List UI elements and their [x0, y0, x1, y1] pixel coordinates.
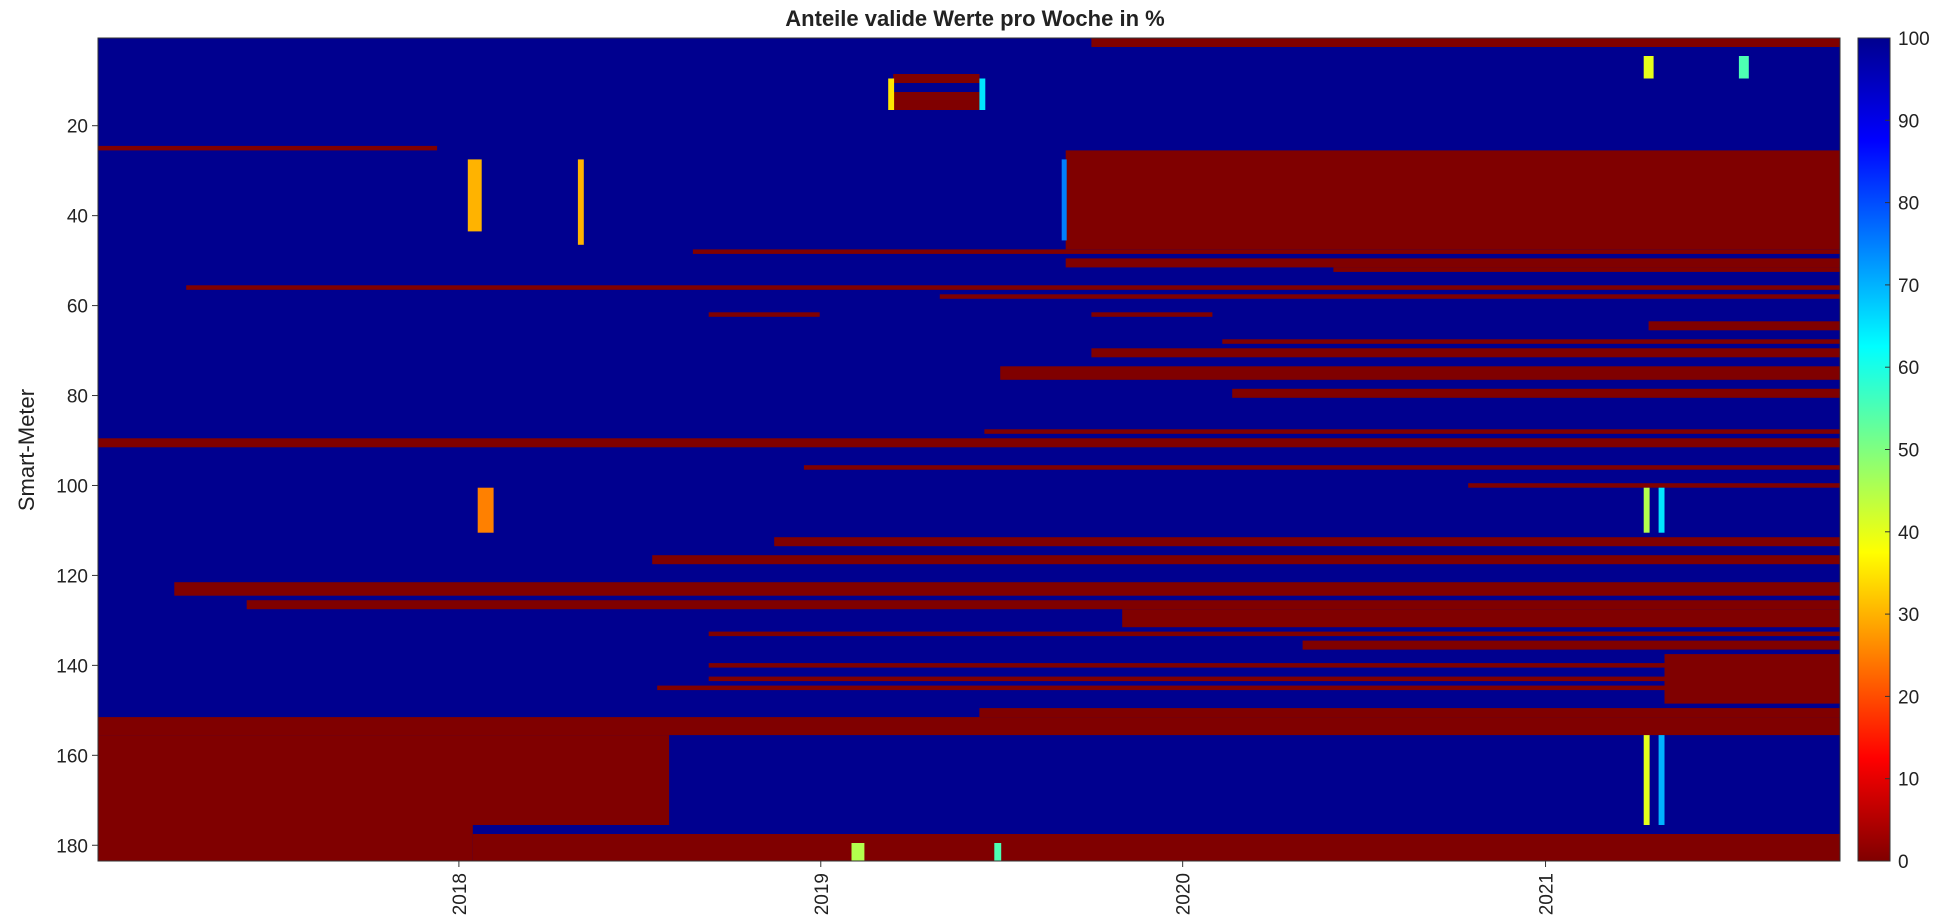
heatmap-mid-block — [1643, 56, 1654, 79]
heatmap-low-block — [1000, 366, 1840, 380]
heatmap-low-block — [708, 663, 1841, 668]
heatmap-mid-block — [851, 843, 865, 861]
x-tick-label: 2020 — [1174, 873, 1195, 915]
y-tick-label: 120 — [56, 566, 88, 587]
x-tick-label: 2018 — [450, 873, 471, 915]
heatmap-low-block — [893, 92, 980, 110]
heatmap-low-block — [1122, 609, 1840, 628]
y-tick-label: 40 — [67, 207, 88, 228]
colorbar-tick-label: 60 — [1898, 358, 1919, 379]
y-tick-label: 180 — [56, 836, 88, 857]
colorbar-tick-label: 100 — [1898, 29, 1930, 50]
heatmap-low-block — [1091, 348, 1840, 358]
heatmap-low-block — [1333, 267, 1840, 272]
heatmap-mid-block — [1658, 735, 1665, 825]
plot-frame — [97, 37, 1841, 862]
heatmap-cells — [98, 38, 1841, 861]
heatmap-low-block — [774, 537, 1841, 547]
heatmap-low-block — [1222, 339, 1840, 344]
heatmap-mid-block — [1643, 735, 1650, 825]
heatmap-low-block — [1091, 312, 1213, 317]
y-tick-label: 160 — [56, 746, 88, 767]
heatmap-low-block — [472, 834, 1840, 861]
y-tick-label: 140 — [56, 656, 88, 677]
y-axis-label: Smart-Meter — [14, 389, 39, 511]
heatmap-low-block — [1091, 38, 1840, 47]
heatmap-low-block — [246, 600, 1841, 610]
heatmap-low-block — [692, 249, 1840, 254]
heatmap-low-block — [939, 294, 1840, 299]
x-axis: 2018 2019 2020 2021 — [450, 861, 1558, 915]
heatmap-low-block — [98, 825, 473, 861]
heatmap-low-block — [1468, 483, 1840, 488]
y-tick-label: 20 — [67, 117, 88, 138]
heatmap-low-block — [1232, 388, 1840, 398]
heatmap-low-block — [708, 676, 1841, 682]
colorbar-axis: 0 10 20 30 40 50 60 70 80 90 100 — [1885, 29, 1930, 873]
heatmap-mid-block — [1658, 487, 1665, 533]
heatmap-low-block — [98, 145, 438, 151]
y-tick-label: 80 — [67, 387, 88, 408]
heatmap-low-block — [893, 74, 980, 83]
heatmap-mid-block — [1738, 56, 1749, 79]
heatmap-low-block — [708, 312, 820, 317]
heatmap-low-block — [1065, 258, 1840, 268]
colorbar-tick-label: 50 — [1898, 441, 1919, 462]
x-tick-label: 2019 — [812, 873, 833, 915]
y-axis: 20 40 60 80 100 120 140 160 180 — [56, 117, 98, 857]
heatmap-mid-block — [979, 78, 986, 110]
heatmap-low-block — [186, 285, 1841, 290]
colorbar-tick-label: 0 — [1898, 852, 1909, 873]
heatmap-low-block — [652, 555, 1841, 565]
heatmap-low-block — [98, 735, 670, 825]
heatmap-low-block — [1648, 321, 1840, 331]
heatmap-mid-block — [994, 843, 1002, 861]
colorbar-tick-label: 30 — [1898, 605, 1919, 626]
heatmap-low-block — [1065, 150, 1840, 250]
colorbar-tick-label: 80 — [1898, 194, 1919, 215]
heatmap-low-block — [708, 631, 1841, 637]
heatmap-low-block — [1302, 640, 1840, 650]
heatmap-low-block — [98, 717, 1840, 736]
colorbar-tick-label: 20 — [1898, 687, 1919, 708]
heatmap-mid-block — [888, 78, 895, 110]
y-tick-label: 60 — [67, 297, 88, 318]
heatmap-low-block — [657, 685, 1841, 691]
colorbar-tick-label: 10 — [1898, 770, 1919, 791]
heatmap-mid-block — [1061, 159, 1067, 241]
heatmap-low-block — [984, 429, 1840, 434]
heatmap-low-block — [98, 438, 1840, 448]
heatmap-low-block — [803, 465, 1840, 470]
colorbar-tick-label: 90 — [1898, 111, 1919, 132]
heatmap-mid-block — [577, 159, 584, 245]
heatmap-mid-block — [467, 159, 482, 232]
x-tick-label: 2021 — [1537, 873, 1558, 915]
heatmap-mid-block — [477, 487, 494, 533]
colorbar-tick-label: 70 — [1898, 276, 1919, 297]
heatmap-mid-block — [1643, 487, 1650, 533]
y-tick-label: 100 — [56, 476, 88, 497]
chart-title: Anteile valide Werte pro Woche in % — [785, 6, 1164, 31]
heatmap-low-block — [174, 582, 1840, 596]
heatmap-low-block — [979, 708, 1840, 718]
colorbar — [1857, 37, 1891, 862]
colorbar-tick-label: 40 — [1898, 523, 1919, 544]
